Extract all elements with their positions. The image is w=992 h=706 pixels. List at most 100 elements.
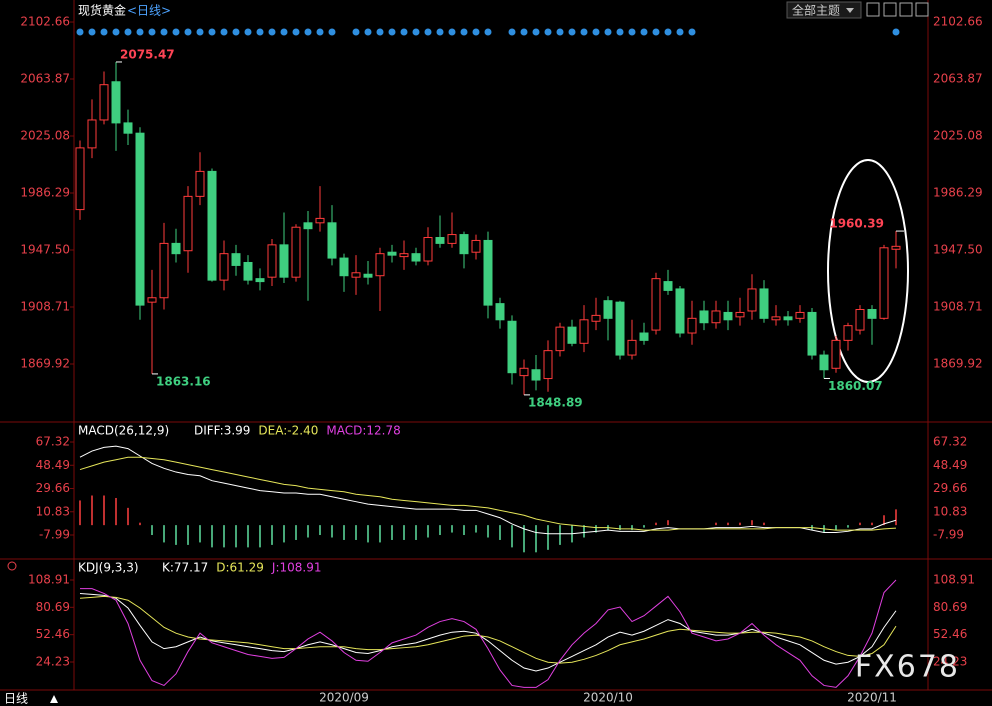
event-dot <box>532 28 540 36</box>
y-tick-label-right: 48.49 <box>933 458 967 472</box>
y-tick-label-right: 1986.29 <box>933 186 983 200</box>
event-dot <box>280 28 288 36</box>
event-dot <box>220 28 228 36</box>
candle-body <box>111 81 121 124</box>
toolbar-icons[interactable] <box>866 2 929 17</box>
event-dot <box>208 28 216 36</box>
candle-body <box>387 251 397 256</box>
event-dot <box>364 28 372 36</box>
candle-body <box>651 278 661 331</box>
candle-body <box>639 332 649 341</box>
indicator-line <box>79 445 897 535</box>
candle-body <box>411 253 421 262</box>
instrument-title: 现货黄金 <box>78 3 126 18</box>
event-dot <box>112 28 120 36</box>
y-tick-label-right: 1869.92 <box>933 356 983 370</box>
event-dot <box>412 28 420 36</box>
kdj-title: KDJ(9,3,3) <box>78 561 139 575</box>
candle-body <box>171 242 181 255</box>
candle-body <box>735 311 745 318</box>
candle-body <box>663 281 673 291</box>
legend-entry: DIFF:3.99 <box>194 424 250 438</box>
candle-body <box>99 84 109 121</box>
candle-body <box>291 226 301 278</box>
candle-body <box>615 301 625 356</box>
event-dot <box>268 28 276 36</box>
candle-body <box>147 297 157 303</box>
candle-body <box>255 278 265 283</box>
event-dot <box>664 28 672 36</box>
legend-entry: DEA:-2.40 <box>258 424 318 438</box>
event-dot <box>520 28 528 36</box>
y-tick-label-right: -7.99 <box>933 528 964 542</box>
candle-body <box>543 350 553 380</box>
event-dot <box>472 28 480 36</box>
event-dot <box>892 28 900 36</box>
candle-body <box>723 311 733 321</box>
event-dot <box>652 28 660 36</box>
event-dot <box>160 28 168 36</box>
frame <box>0 0 992 691</box>
candle-body <box>339 257 349 277</box>
theme-button-label[interactable]: 全部主题 <box>792 3 840 18</box>
event-dot <box>304 28 312 36</box>
y-tick-label: 2063.87 <box>20 72 70 86</box>
y-tick-label: 1947.50 <box>20 242 70 256</box>
y-tick-label: 1986.29 <box>20 186 70 200</box>
indicator-line <box>80 579 897 688</box>
extreme-label: 1863.16 <box>156 374 211 388</box>
event-dot <box>400 28 408 36</box>
event-dot <box>184 28 192 36</box>
candle-body <box>783 316 793 321</box>
period-label: <日线> <box>127 4 171 18</box>
legend-entry: MACD:12.78 <box>326 424 400 438</box>
legend-entry: J:108.91 <box>271 561 322 575</box>
candle-body <box>891 245 901 250</box>
settings-icon[interactable] <box>7 561 17 571</box>
candle-body <box>879 247 889 319</box>
event-dot <box>640 28 648 36</box>
event-dot <box>448 28 456 36</box>
candle-body <box>447 234 457 244</box>
y-tick-label-right: 80.69 <box>933 600 967 614</box>
event-dot <box>328 28 336 36</box>
candle-body <box>123 122 133 134</box>
extreme-label: 1960.39 <box>829 217 884 231</box>
y-tick-label-right: 1947.50 <box>933 242 983 256</box>
event-dot <box>424 28 432 36</box>
candle-body <box>495 303 505 321</box>
event-dot <box>544 28 552 36</box>
candle-body <box>831 339 841 369</box>
y-tick-label: 52.46 <box>36 627 70 641</box>
period-button[interactable]: 日线 <box>4 692 58 706</box>
candle-body <box>231 253 241 266</box>
y-tick-label: 1908.71 <box>20 299 70 313</box>
extreme-label: 1848.89 <box>528 395 583 409</box>
x-tick-label: 2020/10 <box>583 691 633 705</box>
event-dot <box>124 28 132 36</box>
candle-body <box>759 288 769 319</box>
watermark: FX678 <box>855 650 960 685</box>
event-dot <box>676 28 684 36</box>
event-dot <box>604 28 612 36</box>
event-dot <box>100 28 108 36</box>
legend-entry: K:77.17 <box>162 561 208 575</box>
y-tick-label-right: 29.66 <box>933 481 967 495</box>
candle-body <box>87 119 97 149</box>
candle-body <box>159 242 169 299</box>
event-dot <box>148 28 156 36</box>
y-tick-label-right: 2063.87 <box>933 72 983 86</box>
event-dot <box>196 28 204 36</box>
y-tick-label: 2025.08 <box>20 129 70 143</box>
candle-body <box>207 170 217 281</box>
candle-body <box>867 309 877 319</box>
period-button-label[interactable]: 日线 <box>4 692 28 706</box>
y-tick-label: 29.66 <box>36 481 70 495</box>
theme-button[interactable]: 全部主题 <box>786 1 862 19</box>
candle-body <box>843 325 853 341</box>
event-dot <box>484 28 492 36</box>
y-tick-label-right: 67.32 <box>933 435 967 449</box>
candle-body <box>627 339 637 356</box>
candle-body <box>567 326 577 344</box>
y-tick-label: 1869.92 <box>20 356 70 370</box>
